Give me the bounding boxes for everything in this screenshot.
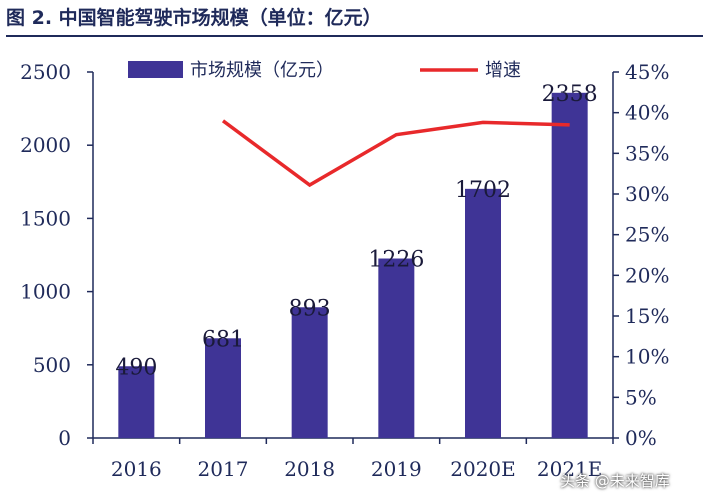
left-axis-tick-label: 500 — [33, 353, 71, 377]
bar — [205, 338, 241, 438]
data-labels: 490 681 893 1226 1702 2358 — [115, 82, 597, 380]
x-axis-tick-label: 2019 — [371, 457, 422, 481]
right-axis-tick-label: 25% — [625, 223, 669, 247]
bar-series — [118, 92, 588, 438]
left-axis-tick-label: 1000 — [20, 280, 71, 304]
bar — [465, 188, 501, 438]
growth-line-series — [221, 119, 570, 188]
legend-bar-label: 市场规模（亿元） — [190, 60, 334, 81]
watermark: 头条 @未来智库 — [560, 472, 670, 490]
chart-axes: 0 500 1000 1500 2000 2500 0% 5% 10% 15% 20% 25% 30% 3… — [20, 60, 669, 481]
right-axis-tick-label: 5% — [625, 385, 657, 409]
bar-data-label: 2358 — [542, 82, 598, 107]
bar — [551, 92, 588, 438]
chart-legend: 市场规模（亿元） 增速 — [128, 60, 521, 81]
right-axis-tick-label: 40% — [625, 101, 669, 125]
bar-data-label: 1226 — [368, 248, 424, 273]
legend-bar-swatch — [128, 61, 183, 78]
growth-line — [221, 119, 570, 188]
right-axis-tick-label: 35% — [625, 141, 669, 165]
right-axis-tick-label: 45% — [625, 60, 669, 84]
right-axis-tick-label: 30% — [625, 182, 669, 206]
x-axis-tick-label: 2016 — [111, 457, 162, 481]
bar-data-label: 893 — [289, 296, 331, 321]
bar-data-label: 1702 — [455, 178, 511, 203]
right-axis-tick-label: 0% — [625, 426, 657, 450]
title-divider — [6, 35, 703, 37]
chart-title: 图 2. 中国智能驾驶市场规模（单位：亿元） — [6, 7, 382, 29]
bar — [378, 258, 415, 438]
bar-data-label: 681 — [202, 327, 244, 352]
x-axis-tick-label: 2017 — [198, 457, 249, 481]
left-axis-tick-label: 0 — [58, 426, 71, 450]
left-axis-tick-label: 2500 — [20, 60, 71, 84]
right-axis-tick-label: 10% — [625, 345, 669, 369]
legend-line-label: 增速 — [485, 60, 521, 81]
left-axis-tick-label: 1500 — [20, 206, 71, 230]
right-axis-tick-label: 20% — [625, 263, 669, 287]
right-axis-tick-label: 15% — [625, 304, 669, 328]
x-axis-tick-label: 2020E — [450, 457, 516, 481]
bar — [291, 307, 328, 438]
x-axis-tick-label: 2018 — [284, 457, 335, 481]
x-axis-tick-label: 2021E — [537, 457, 603, 481]
left-axis-tick-label: 2000 — [20, 133, 71, 157]
bar-data-label: 490 — [115, 355, 157, 380]
bar — [118, 366, 155, 438]
